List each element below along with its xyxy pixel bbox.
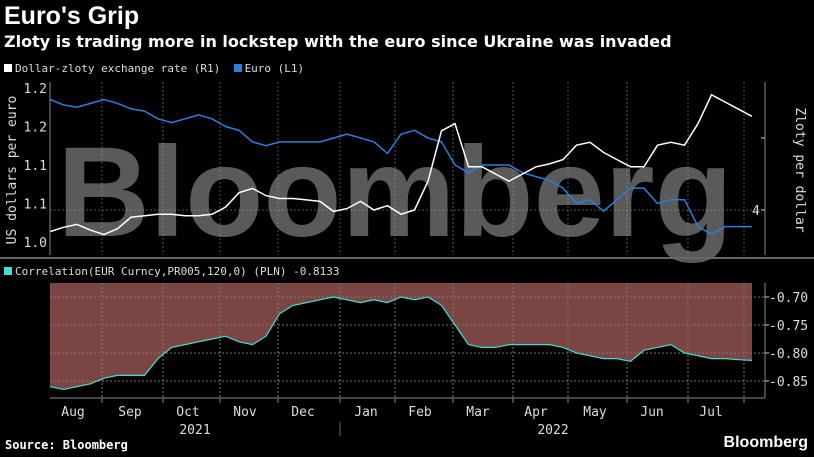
x-month-label: Mar xyxy=(466,405,490,420)
correlation-line xyxy=(49,296,753,391)
y-axis-label-left: US dollars per euro xyxy=(5,96,20,245)
legend-swatch-correlation xyxy=(4,267,12,275)
x-month-label: Jun xyxy=(640,405,663,420)
chart-title: Euro's Grip xyxy=(4,2,140,30)
left-tick-label: 1.1 xyxy=(24,159,47,174)
legend-euro: Euro (L1) xyxy=(244,62,305,75)
source-note: Source: Bloomberg xyxy=(5,438,128,452)
x-month-label: Apr xyxy=(524,405,548,420)
left-tick-label: 1.0 xyxy=(24,236,47,251)
x-month-label: May xyxy=(583,405,607,420)
x-month-label: Aug xyxy=(61,405,84,420)
watermark: Bloomberg xyxy=(57,121,733,264)
legend-correlation: Correlation(EUR Curncy,PR005,120,0) (PLN… xyxy=(15,265,340,278)
legend-swatch-euro xyxy=(233,64,242,72)
legend-zloty: Dollar-zloty exchange rate (R1) xyxy=(15,62,221,75)
zloty-line xyxy=(49,93,753,236)
x-month-label: Feb xyxy=(408,405,432,420)
x-year-label: 2022 xyxy=(537,423,568,438)
legend-top: Dollar-zloty exchange rate (R1) Euro (L1… xyxy=(4,62,304,75)
euro-line xyxy=(49,98,752,236)
correlation-area xyxy=(50,297,752,398)
x-year-label: 2021 xyxy=(179,423,210,438)
brand-logo: Bloomberg xyxy=(723,434,808,451)
x-month-label: Jan xyxy=(354,405,377,420)
chart-subtitle: Zloty is trading more in lockstep with t… xyxy=(4,32,672,51)
correlation-tick-label: -0.70 xyxy=(769,291,808,306)
correlation-tick-label: -0.80 xyxy=(769,347,808,362)
left-tick-label: 1.2 xyxy=(24,82,47,97)
right-tick-label: 4 xyxy=(752,204,760,219)
x-month-label: Oct xyxy=(176,405,199,420)
x-month-label: Sep xyxy=(118,405,142,420)
y-axis-label-right: Zloty per dollar xyxy=(792,107,807,232)
x-month-label: Dec xyxy=(291,405,314,420)
correlation-tick-label: -0.75 xyxy=(769,319,808,334)
legend-bottom: Correlation(EUR Curncy,PR005,120,0) (PLN… xyxy=(4,265,340,278)
left-tick-label: 1.1 xyxy=(24,198,47,213)
x-month-label: Nov xyxy=(233,405,257,420)
correlation-tick-label: -0.85 xyxy=(769,375,808,390)
legend-swatch-zloty xyxy=(4,64,12,72)
x-month-label: Jul xyxy=(699,405,722,420)
left-tick-label: 1.2 xyxy=(24,121,47,136)
